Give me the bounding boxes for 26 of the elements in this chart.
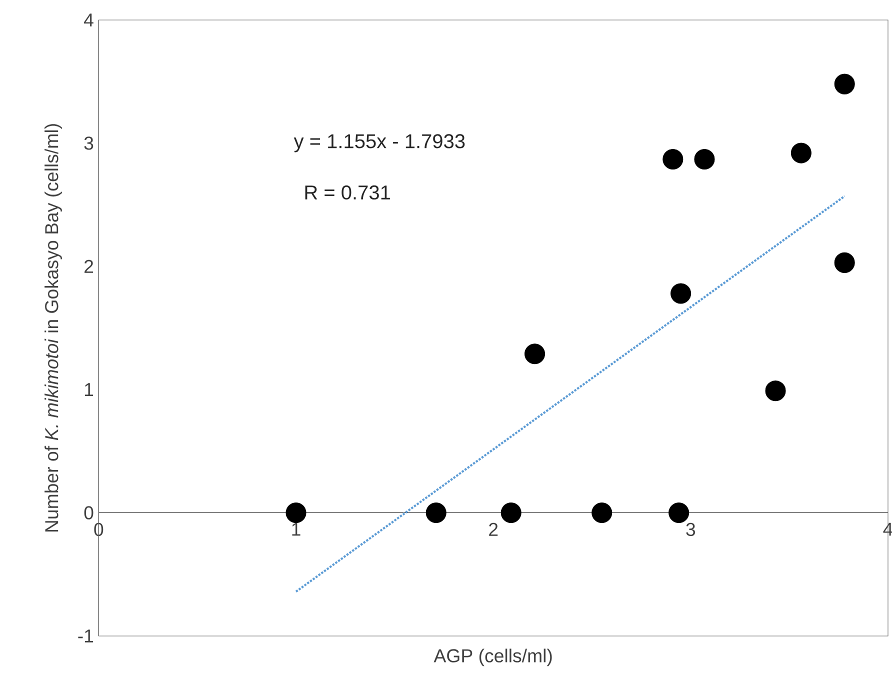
y-tick-label: 0: [84, 506, 94, 520]
x-tick-label: 2: [489, 522, 498, 536]
point: [765, 380, 786, 402]
point: [426, 502, 446, 524]
point: [524, 344, 546, 364]
point: [500, 502, 522, 524]
point: [834, 252, 855, 273]
x-axis-title: AGP (cells/ml): [434, 648, 552, 666]
y-tick-label: 4: [84, 14, 94, 26]
point: [670, 283, 692, 304]
y-tick-label: 2: [84, 260, 94, 273]
y-tick-label: -1: [78, 630, 94, 642]
y-tick-label: 1: [85, 383, 94, 396]
point: [592, 502, 612, 524]
x-tick-label: 3: [686, 522, 696, 536]
point: [694, 148, 715, 170]
x-tick-label: 1: [292, 522, 300, 536]
point: [668, 502, 690, 524]
annotation: R = 0.731: [305, 185, 390, 200]
point: [834, 74, 855, 94]
y-tick-label: 3: [84, 136, 94, 150]
point: [662, 148, 684, 170]
point: [790, 142, 812, 164]
y-axis-title: Number of K. mikimotoi in Gokasyo Bay (cells/ml): [44, 124, 62, 532]
point: [286, 502, 306, 524]
annotation: y = 1.155x - 1.7933: [294, 134, 465, 152]
